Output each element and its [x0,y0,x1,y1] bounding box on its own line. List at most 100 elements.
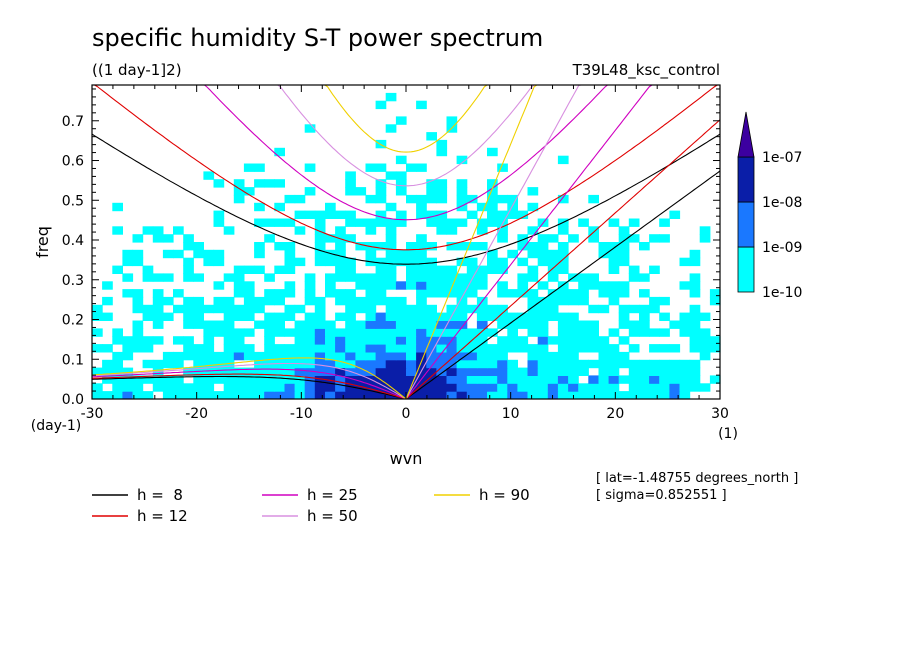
field-cell [497,265,508,274]
field-cell [446,265,458,274]
field-cell [639,273,650,282]
field-cell [649,391,660,400]
field-cell [345,218,356,227]
field-cell [365,351,377,361]
field-cell [416,249,427,259]
colorbar-swatch [737,156,755,203]
field-cell [487,375,498,384]
field-cell [426,132,437,141]
field-cell [547,234,559,243]
field-cell [122,249,134,259]
legend-label: h = 12 [137,507,188,525]
field-cell [335,249,346,259]
field-cell [476,351,488,361]
field-cell [335,210,346,219]
field-cell [304,289,316,298]
field-cell [578,359,589,369]
y-tick-label: 0.1 [62,352,84,368]
field-cell [335,336,346,345]
y-tick-label: 0.7 [62,114,84,130]
field-cell [527,226,539,235]
x-axis-label: wvn [390,449,423,468]
field-cell [588,344,599,353]
rossby-line [91,375,407,400]
field-cell [679,257,691,267]
field-cell [618,281,630,290]
field-cell [456,344,468,353]
field-cell [487,194,498,204]
field-cell [649,265,660,274]
field-cell [608,265,620,274]
field-cell [517,234,529,243]
field-cell [406,257,417,267]
field-cell [416,351,427,361]
field-cell [193,242,204,251]
field-cell [537,328,549,337]
field-cell [517,391,529,400]
field-cell [598,391,610,400]
field-cell [416,344,427,353]
field-cell [628,265,640,274]
field-cell [588,391,599,400]
field-cell [152,383,164,392]
field-cell [557,383,569,392]
field-cell [557,249,569,259]
field-cell [112,265,123,274]
field-cell [487,265,498,274]
field-cell [709,336,721,345]
field-cell [345,320,356,329]
field-cell [699,312,711,321]
field-cell [557,375,569,384]
field-cell [274,391,285,400]
field-cell [527,202,539,212]
field-cell [314,304,326,314]
field-cell [233,289,245,298]
field-cell [476,218,488,227]
field-cell [173,391,184,400]
field-cell [355,273,367,282]
field-cell [628,320,640,329]
curve-h50 [91,84,582,400]
field-cell [689,383,701,392]
field-cell [557,320,569,329]
legend-item: h = 50 [262,507,358,525]
field-cell [517,383,529,392]
field-cell [213,320,225,329]
field-cell [162,375,174,384]
field-cell [365,304,377,314]
field-cell [507,194,518,204]
field-cell [416,312,427,321]
field-cell [436,312,448,321]
field-cell [325,391,336,400]
field-cell [213,281,225,290]
field-cell [456,367,468,376]
field-cell [527,289,539,298]
field-cell [92,312,103,321]
field-cell [476,328,488,337]
field-cell [487,218,498,227]
field-cell [557,194,569,204]
y-tick-label: 0.5 [62,193,84,209]
field-cell [537,249,549,259]
field-cell [254,163,265,172]
field-cell [284,265,296,274]
field-cell [183,257,194,267]
field-cell [223,344,235,353]
field-cell [456,312,468,321]
field-cell [649,383,660,392]
field-cell [557,242,569,251]
field-cell [436,351,448,361]
field-cell [385,218,397,227]
field-cell [628,375,640,384]
field-cell [112,202,123,212]
field-cell [426,281,437,290]
field-cell [578,296,589,306]
field-cell [416,296,427,306]
field-cell [355,218,367,227]
field-cell [274,296,285,306]
field-cell [426,312,437,321]
rossby-line [91,357,407,400]
field-cell [476,265,488,274]
field-cell [547,249,559,259]
field-cell [608,218,620,227]
